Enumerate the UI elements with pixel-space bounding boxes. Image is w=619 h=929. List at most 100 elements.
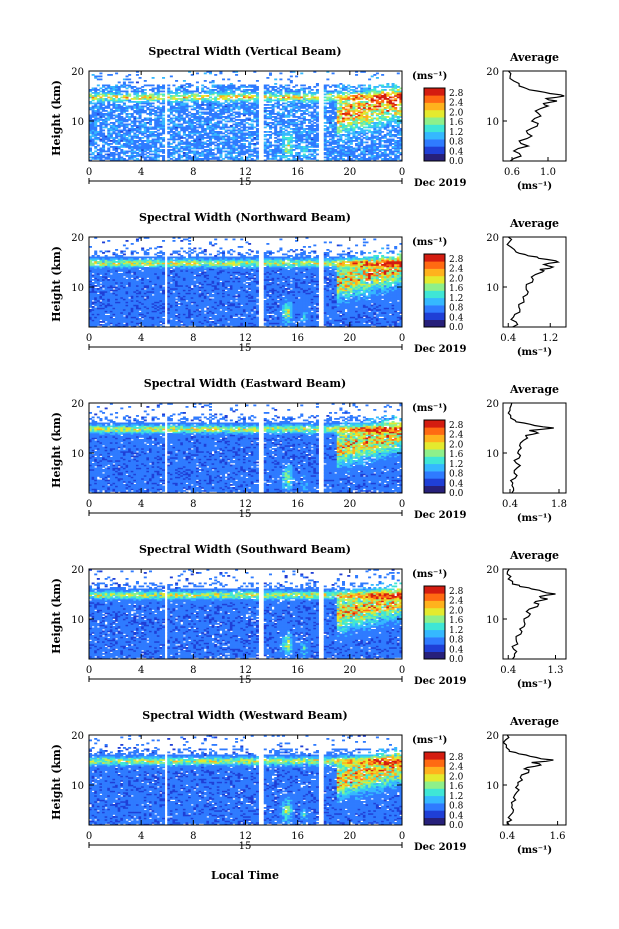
heatmap-cell [178, 95, 181, 97]
heatmap-cell [178, 92, 181, 94]
heatmap-cell [308, 115, 311, 117]
heatmap-cell [180, 95, 183, 97]
heatmap-cell [230, 118, 233, 120]
heatmap-cell [94, 155, 97, 157]
heatmap-cell [146, 113, 149, 115]
heatmap-cell [303, 139, 306, 141]
heatmap-cell [186, 86, 189, 88]
heatmap-cell [214, 154, 217, 156]
heatmap-cell [332, 124, 335, 126]
heatmap-cell [115, 119, 118, 121]
heatmap-cell [324, 122, 327, 124]
heatmap-cell [389, 149, 392, 151]
heatmap-cell [277, 98, 280, 100]
heatmap-cell [248, 89, 251, 91]
heatmap-cell [235, 148, 238, 150]
heatmap-cell [326, 97, 329, 99]
heatmap-cell [360, 136, 363, 138]
heatmap-cell [99, 287, 102, 289]
heatmap-cell [394, 107, 397, 109]
heatmap-cell [355, 103, 358, 105]
heatmap-cell [256, 128, 259, 130]
heatmap-cell [300, 85, 303, 87]
heatmap-cell [350, 133, 353, 135]
heatmap-cell [149, 94, 152, 96]
heatmap-cell [266, 151, 269, 153]
heatmap-cell [350, 86, 353, 88]
heatmap-cell [279, 79, 282, 81]
heatmap-cell [206, 91, 209, 93]
heatmap-cell [118, 255, 121, 257]
heatmap-cell [172, 118, 175, 120]
heatmap-cell [342, 107, 345, 109]
heatmap-cell [295, 103, 298, 105]
heatmap-cell [246, 86, 249, 88]
heatmap-cell [392, 125, 395, 127]
heatmap-cell [345, 125, 348, 127]
heatmap-cell [295, 85, 298, 87]
heatmap-cell [152, 157, 155, 159]
heatmap-cell [324, 85, 327, 87]
heatmap-cell [94, 146, 97, 148]
heatmap-cell [332, 95, 335, 97]
heatmap-cell [238, 94, 241, 96]
heatmap-cell [167, 149, 170, 151]
heatmap-cell [167, 124, 170, 126]
heatmap-cell [376, 118, 379, 120]
heatmap-cell [115, 264, 118, 266]
heatmap-cell [94, 142, 97, 144]
heatmap-cell [371, 118, 374, 120]
heatmap-cell [352, 118, 355, 120]
heatmap-cell [99, 88, 102, 90]
heatmap-cell [222, 106, 225, 108]
heatmap-cell [274, 94, 277, 96]
heatmap-cell [279, 139, 282, 141]
average-y-tick-label: 10 [486, 117, 499, 128]
heatmap-cell [209, 158, 212, 160]
heatmap-cell [253, 127, 256, 129]
heatmap-cell [352, 95, 355, 97]
heatmap-cell [345, 151, 348, 153]
heatmap-cell [269, 131, 272, 133]
heatmap-cell [136, 121, 139, 123]
colorbar-unit: (ms⁻¹) [412, 71, 447, 82]
heatmap-cell [274, 89, 277, 91]
heatmap-cell [97, 118, 100, 120]
heatmap-cell [92, 282, 95, 284]
heatmap-cell [269, 142, 272, 144]
heatmap-cell [277, 118, 280, 120]
heatmap-cell [235, 116, 238, 118]
heatmap-cell [139, 106, 142, 108]
heatmap-cell [219, 121, 222, 123]
heatmap-cell [110, 104, 113, 106]
heatmap-cell [204, 104, 207, 106]
heatmap-cell [285, 98, 288, 100]
heatmap-cell [227, 103, 230, 105]
heatmap-cell [274, 100, 277, 102]
heatmap-cell [363, 95, 366, 97]
heatmap-cell [342, 97, 345, 99]
heatmap-cell [392, 158, 395, 160]
heatmap-cell [368, 100, 371, 102]
heatmap-cell [332, 116, 335, 118]
heatmap-cell [290, 115, 293, 117]
colorbar-swatch [424, 154, 445, 162]
heatmap-cell [102, 145, 105, 147]
heatmap-cell [92, 255, 95, 257]
heatmap-cell [201, 85, 204, 87]
heatmap-cell [279, 143, 282, 145]
heatmap-cell [279, 89, 282, 91]
heatmap-cell [376, 91, 379, 93]
heatmap-cell [355, 109, 358, 111]
heatmap-cell [126, 113, 129, 115]
heatmap-cell [175, 98, 178, 100]
heatmap-cell [269, 154, 272, 156]
heatmap-cell [316, 133, 319, 135]
heatmap-cell [188, 131, 191, 133]
heatmap-cell [358, 85, 361, 87]
heatmap-cell [115, 146, 118, 148]
heatmap-cell [219, 85, 222, 87]
heatmap-cell [251, 131, 254, 133]
heatmap-cell [272, 122, 275, 124]
heatmap-cell [285, 106, 288, 108]
